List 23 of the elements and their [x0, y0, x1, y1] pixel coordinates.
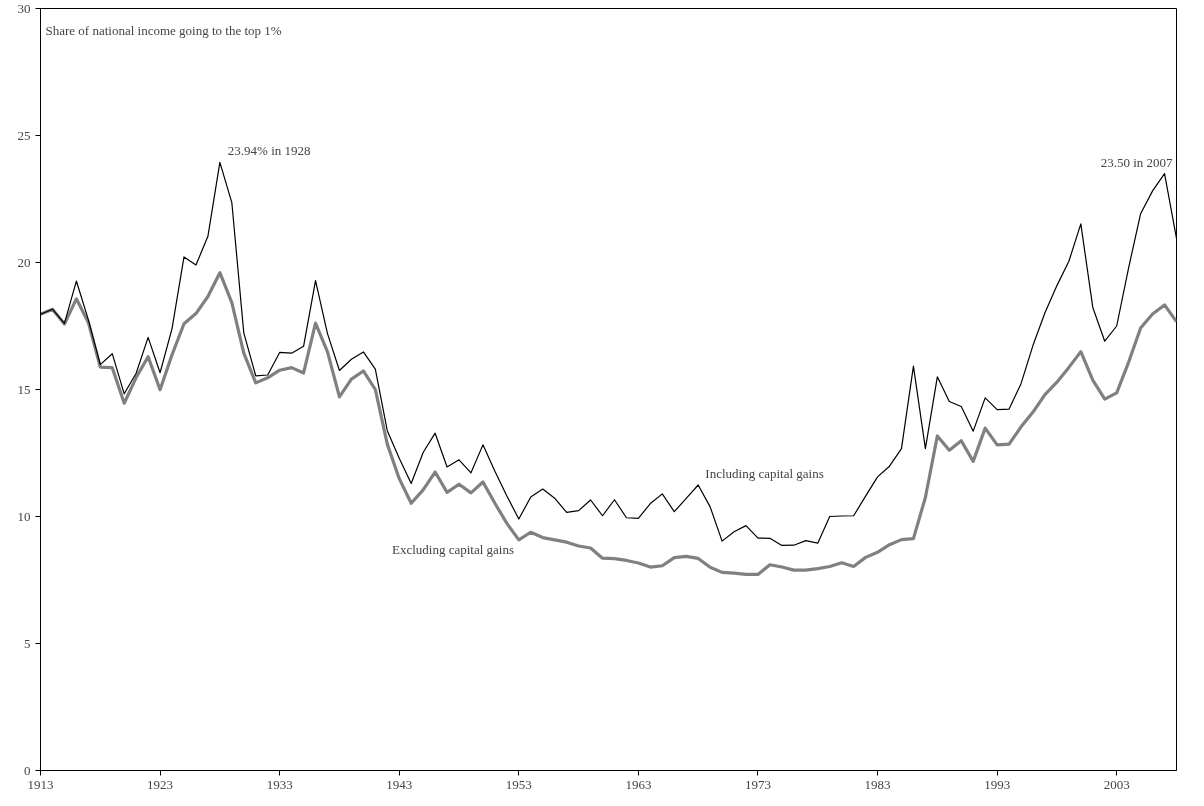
series-label: Including capital gains: [705, 465, 824, 481]
x-tick-label: 1993: [984, 776, 1011, 792]
x-tick-label: 1963: [625, 776, 652, 792]
x-tick-label: 1913: [27, 776, 54, 792]
y-tick-label: 25: [17, 127, 31, 143]
y-tick-label: 30: [17, 0, 31, 16]
y-tick-label: 20: [17, 254, 31, 270]
x-tick-label: 2003: [1103, 776, 1130, 792]
y-tick-label: 5: [24, 635, 31, 651]
x-tick-label: 1973: [744, 776, 771, 792]
y-tick-label: 10: [17, 508, 31, 524]
line-series: [40, 271, 1177, 577]
y-tick-label: 15: [17, 381, 31, 397]
annotation: 23.50 in 2007: [1100, 154, 1174, 170]
x-tick-label: 1933: [266, 776, 293, 792]
annotation: 23.94% in 1928: [227, 143, 311, 159]
x-tick-label: 1953: [505, 776, 532, 792]
x-tick-label: 1923: [147, 776, 174, 792]
x-tick-label: 1943: [386, 776, 413, 792]
series-label: Excluding capital gains: [392, 542, 515, 558]
y-tick-label: 0: [24, 762, 31, 778]
annotation: Share of national income going to the top 1%: [45, 23, 282, 38]
x-tick-label: 1983: [864, 776, 891, 792]
